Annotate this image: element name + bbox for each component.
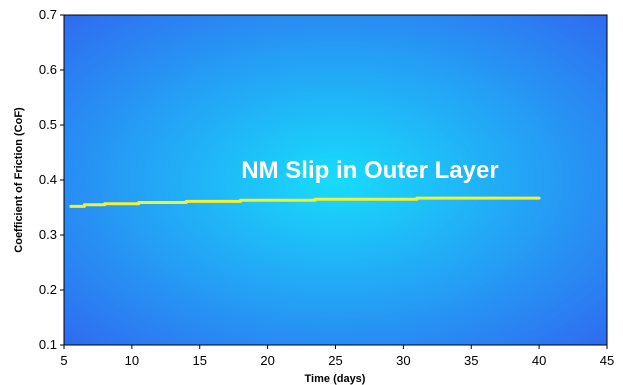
x-tick-label: 25 — [328, 353, 342, 368]
y-tick-label: 0.4 — [39, 172, 57, 187]
x-tick-label: 10 — [125, 353, 139, 368]
x-tick-label: 30 — [396, 353, 410, 368]
y-tick-label: 0.1 — [39, 337, 57, 352]
x-tick-label: 35 — [464, 353, 478, 368]
x-tick-label: 15 — [193, 353, 207, 368]
y-tick-label: 0.2 — [39, 282, 57, 297]
plot-area — [64, 15, 607, 345]
y-axis-title: Coefficient of Friction (CoF) — [13, 107, 25, 253]
x-axis: 5 10 15 20 25 30 35 40 45 — [60, 345, 614, 368]
y-tick-label: 0.7 — [39, 7, 57, 22]
marks-layer — [69, 196, 541, 208]
x-tick-label: 5 — [60, 353, 67, 368]
x-tick-label: 45 — [600, 353, 614, 368]
series-line-cof — [69, 196, 541, 208]
x-axis-title: Time (days) — [305, 373, 366, 385]
x-tick-label: 20 — [260, 353, 274, 368]
y-axis: 0.1 0.2 0.3 0.4 0.5 0.6 0.7 — [39, 7, 64, 352]
chart-annotation: NM Slip in Outer Layer — [241, 157, 498, 184]
y-tick-label: 0.5 — [39, 117, 57, 132]
y-tick-label: 0.6 — [39, 62, 57, 77]
y-tick-label: 0.3 — [39, 227, 57, 242]
x-tick-label: 40 — [532, 353, 546, 368]
